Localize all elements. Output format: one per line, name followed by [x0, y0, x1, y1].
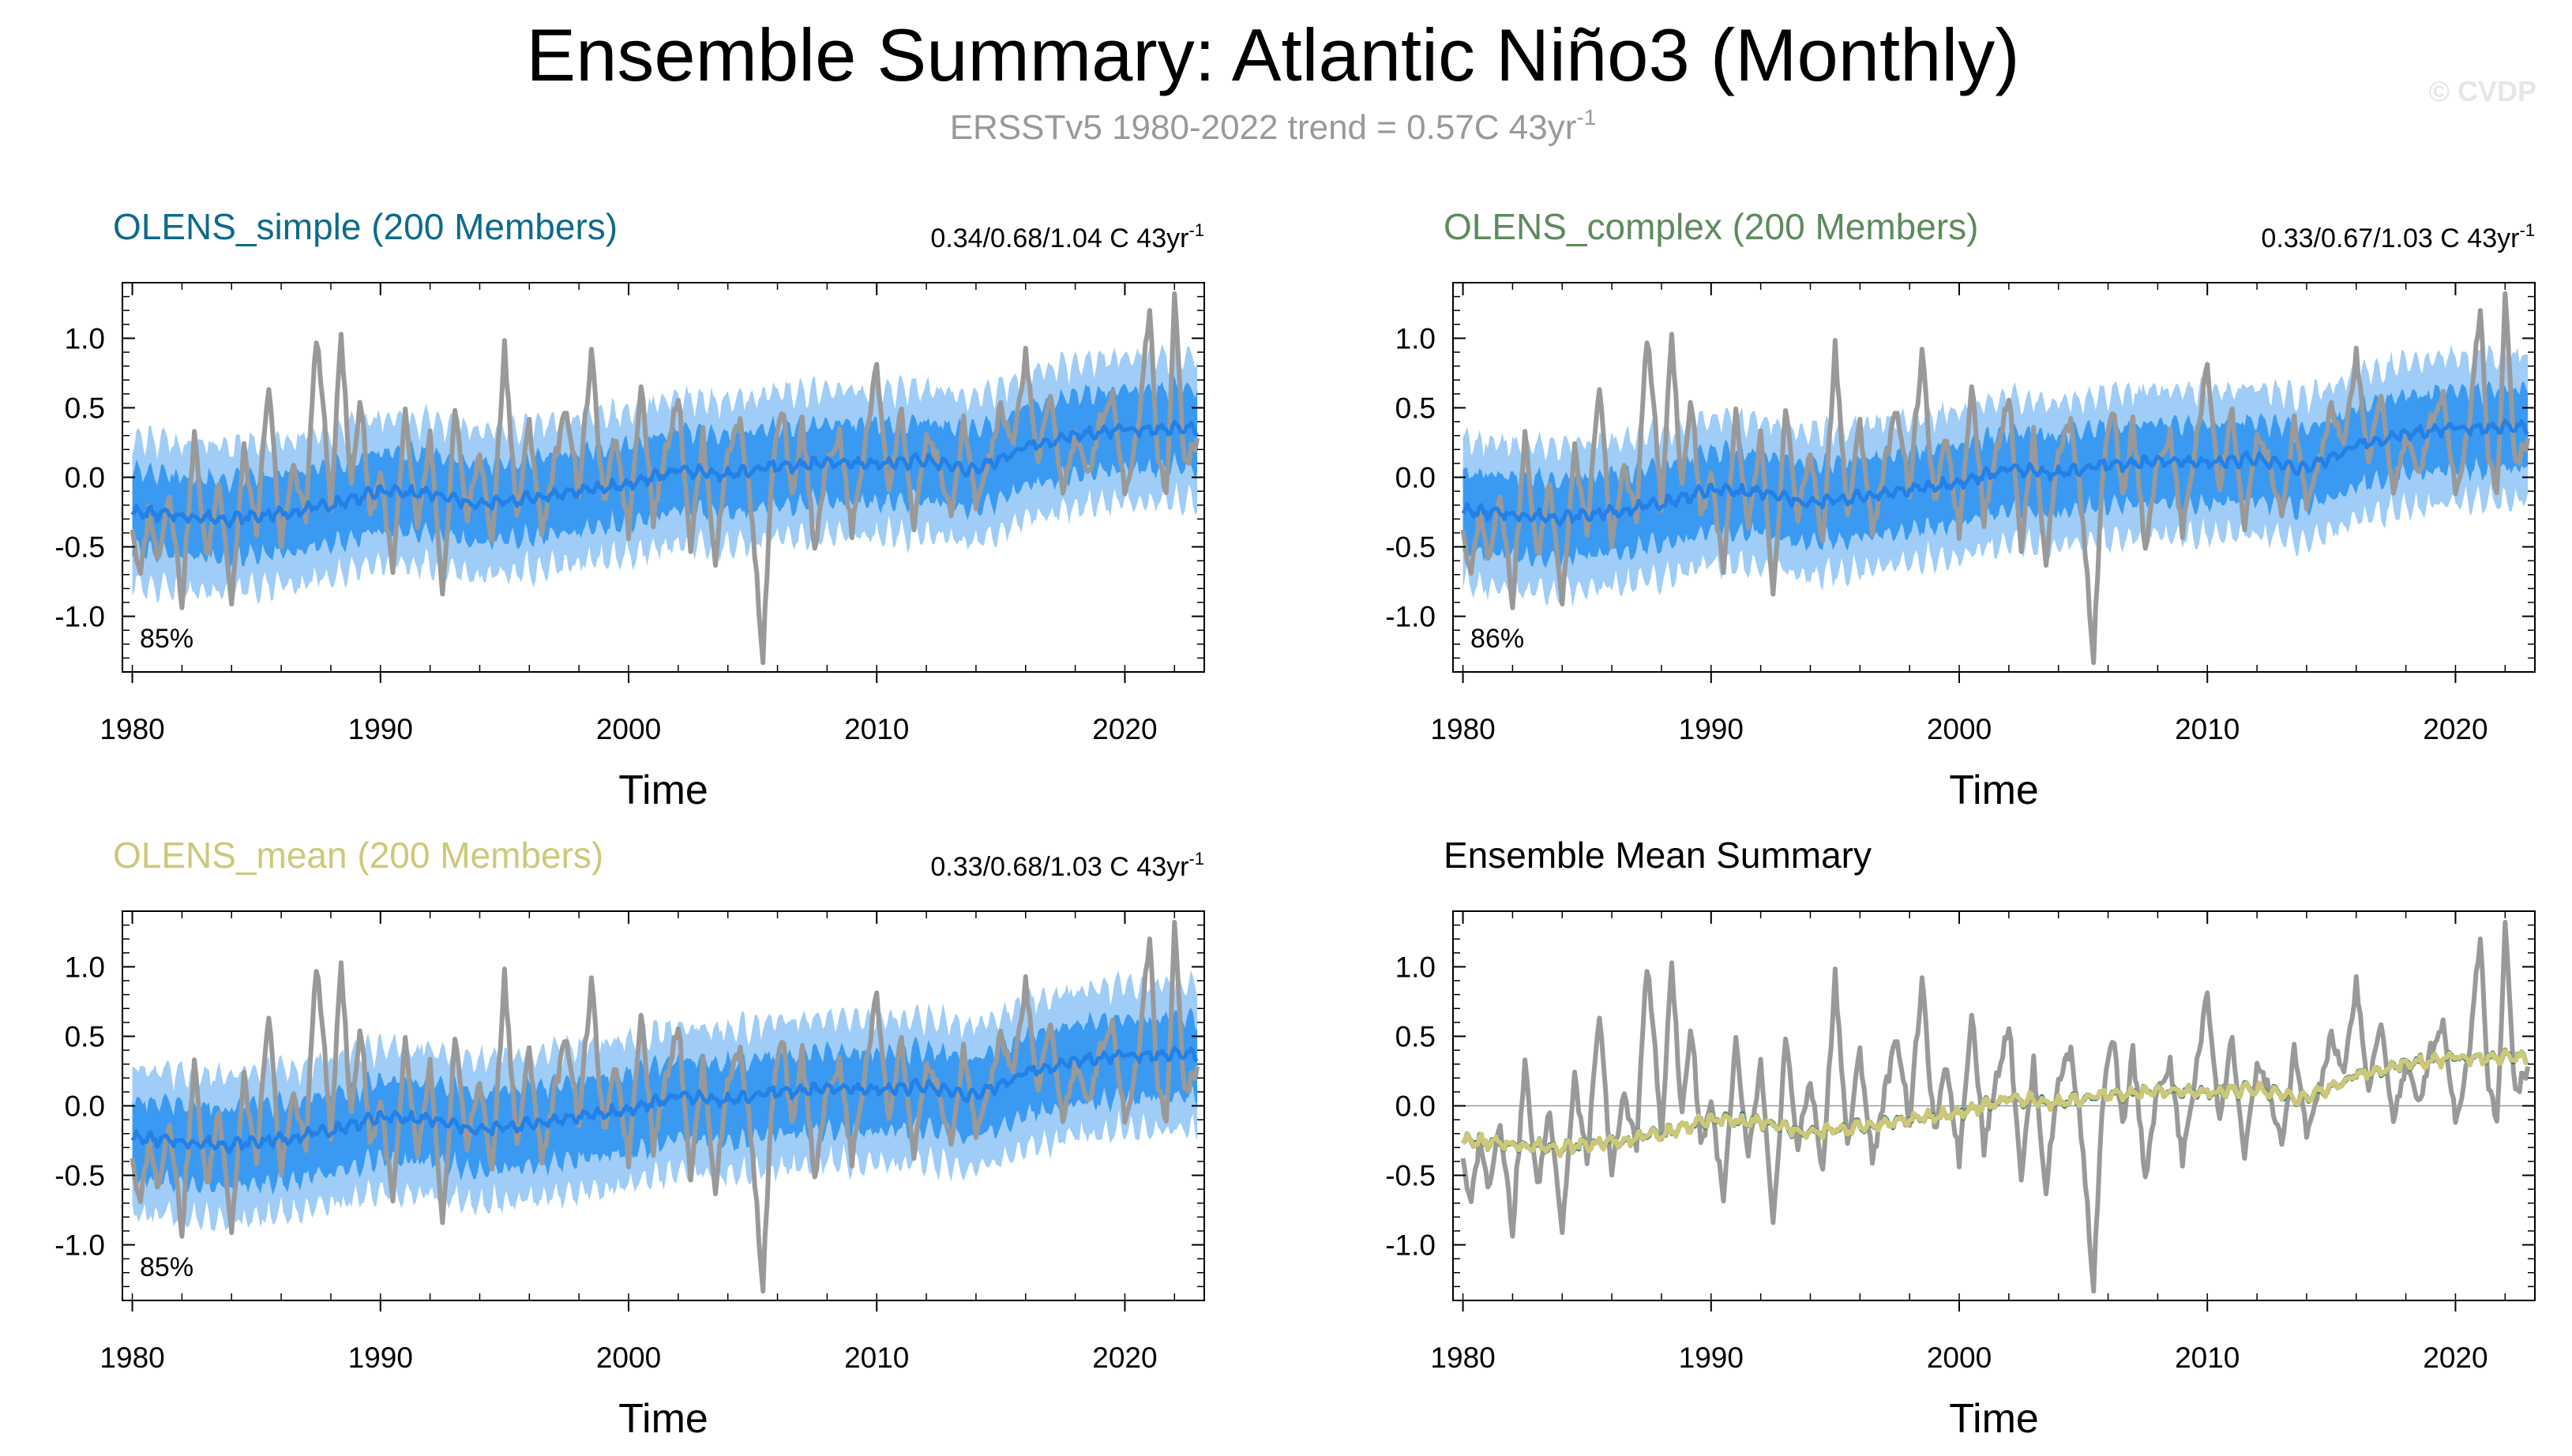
panel-trend: 0.33/0.67/1.03 C 43yr-1 — [2261, 220, 2535, 253]
trend-main: 0.33/0.68/1.03 C 43yr — [930, 852, 1188, 882]
y-tick-label: -0.5 — [1385, 531, 1436, 564]
x-tick-label: 1980 — [1430, 713, 1495, 745]
observed-line — [130, 919, 1200, 1294]
panel-title: OLENS_complex (200 Members) — [1444, 206, 1978, 247]
trend-exp: -1 — [1188, 220, 1204, 240]
y-tick-label: 0.0 — [65, 1090, 105, 1123]
olens-mean-mean-line — [1460, 1048, 2529, 1158]
plot-body — [122, 291, 1204, 666]
figure-subtitle-main: ERSSTv5 1980-2022 trend = 0.57C 43yr — [950, 108, 1577, 147]
panel-title: Ensemble Mean Summary — [1444, 835, 1872, 876]
y-tick-label: -1.0 — [54, 601, 105, 633]
panel-olens-complex: OLENS_complex (200 Members) 0.33/0.67/1.… — [1385, 206, 2536, 813]
percent-label: 85% — [140, 1252, 193, 1282]
ensemble-mean-line — [130, 419, 1199, 529]
panel-olens-simple: OLENS_simple (200 Members) 0.34/0.68/1.0… — [54, 206, 1205, 813]
observed-line — [1460, 919, 2531, 1294]
observed-line — [130, 291, 1200, 666]
x-tick-label: 1980 — [1430, 1342, 1495, 1374]
y-tick-label: 0.0 — [65, 462, 105, 494]
y-tick-label: 0.5 — [1395, 392, 1436, 424]
x-tick-label: 1980 — [100, 1342, 164, 1374]
x-tick-label: 2010 — [844, 1342, 909, 1374]
plot-body — [1453, 291, 2535, 666]
figure-subtitle-exp: -1 — [1576, 105, 1596, 129]
y-tick-label: -1.0 — [1385, 1229, 1436, 1262]
x-tick-label: 1990 — [348, 713, 413, 745]
panel-ensemble-mean-summary: Ensemble Mean Summary 1980 1990 2000 2010 20… — [1385, 835, 2536, 1442]
x-tick-label: 2000 — [596, 713, 661, 745]
plot-area: 1980 1990 2000 2010 2020 1.0 0.5 0.0 -0.5 -1.0 — [1385, 910, 2536, 1374]
y-tick-label: 0.5 — [65, 392, 105, 424]
x-tick-label: 1990 — [1679, 1342, 1744, 1374]
x-tick-label: 2020 — [2423, 1342, 2488, 1374]
plot-body — [1453, 919, 2535, 1294]
y-tick-label: 1.0 — [65, 322, 105, 355]
x-tick-label: 2000 — [596, 1342, 661, 1374]
x-tick-label: 2000 — [1927, 713, 1992, 745]
panel-trend: 0.34/0.68/1.04 C 43yr-1 — [930, 220, 1204, 253]
x-tick-label: 1990 — [1679, 713, 1744, 745]
panel-title: OLENS_mean (200 Members) — [113, 835, 603, 876]
figure-title: Ensemble Summary: Atlantic Niño3 (Monthl… — [526, 13, 2019, 96]
y-tick-label: 1.0 — [1395, 951, 1436, 983]
figure-subtitle: ERSSTv5 1980-2022 trend = 0.57C 43yr-1 — [950, 105, 1597, 147]
percent-label: 86% — [1470, 624, 1524, 654]
x-axis-label: Time — [1949, 767, 2039, 813]
y-tick-label: 0.0 — [1395, 462, 1436, 494]
y-tick-label: 0.0 — [1395, 1090, 1436, 1123]
y-tick-label: 1.0 — [65, 951, 105, 983]
observed-line — [1460, 291, 2531, 666]
ensemble-mean-line — [1461, 418, 2529, 527]
credit-watermark: © CVDP — [2428, 75, 2536, 107]
y-tick-label: 0.5 — [65, 1020, 105, 1053]
y-tick-label: 0.5 — [1395, 1020, 1436, 1053]
trend-exp: -1 — [1188, 849, 1204, 869]
percent-label: 85% — [140, 624, 193, 654]
y-tick-label: -0.5 — [54, 1160, 105, 1192]
x-tick-label: 2000 — [1927, 1342, 1992, 1374]
x-tick-label: 1980 — [100, 713, 164, 745]
x-tick-label: 2020 — [1092, 713, 1157, 745]
y-tick-label: -0.5 — [1385, 1160, 1436, 1192]
x-tick-label: 2010 — [2175, 713, 2240, 745]
y-tick-label: -0.5 — [54, 531, 105, 564]
y-tick-label: -1.0 — [54, 1229, 105, 1262]
y-tick-label: 1.0 — [1395, 322, 1436, 355]
x-tick-label: 1990 — [348, 1342, 413, 1374]
plot-area: 1980 1990 2000 2010 2020 1.0 0.5 0.0 -0.5 -1.0 — [54, 910, 1205, 1374]
x-axis-label: Time — [1949, 1396, 2039, 1442]
trend-main: 0.34/0.68/1.04 C 43yr — [930, 223, 1188, 253]
y-tick-label: -1.0 — [1385, 601, 1436, 633]
x-axis-label: Time — [618, 767, 708, 813]
panel-title: OLENS_simple (200 Members) — [113, 206, 618, 247]
panel-olens-mean: OLENS_mean (200 Members) 0.33/0.68/1.03 … — [54, 835, 1205, 1442]
x-tick-label: 2010 — [2175, 1342, 2240, 1374]
plot-area: 1980 1990 2000 2010 2020 1.0 0.5 0.0 -0.5 -1.0 — [54, 282, 1205, 745]
x-tick-label: 2020 — [2423, 713, 2488, 745]
plot-area: 1980 1990 2000 2010 2020 1.0 0.5 0.0 -0.5 -1.0 — [1385, 282, 2536, 745]
trend-main: 0.33/0.67/1.03 C 43yr — [2261, 223, 2519, 253]
panel-trend: 0.33/0.68/1.03 C 43yr-1 — [930, 849, 1204, 882]
trend-exp: -1 — [2519, 220, 2535, 240]
ensemble-mean-line — [130, 1045, 1199, 1154]
x-axis-label: Time — [618, 1396, 708, 1442]
x-tick-label: 2010 — [844, 713, 909, 745]
plot-body — [122, 919, 1204, 1294]
x-tick-label: 2020 — [1092, 1342, 1157, 1374]
